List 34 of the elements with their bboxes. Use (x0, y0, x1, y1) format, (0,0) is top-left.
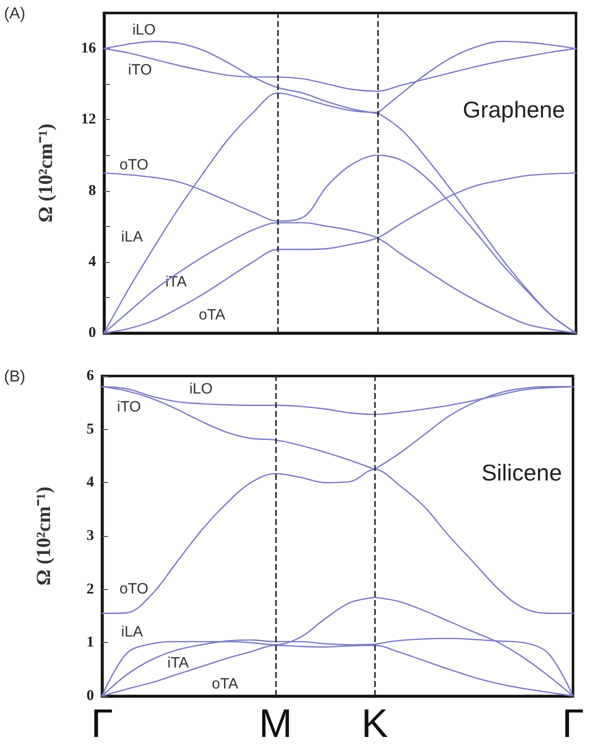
annotation: iTO (117, 398, 141, 416)
y-tick-label: 3 (86, 528, 94, 544)
annotation: iTO (128, 62, 152, 78)
annotation: oTA (198, 306, 226, 324)
annotation: oTO (120, 156, 148, 174)
y-axis-title: Ω (10²cm⁻¹) (35, 124, 57, 222)
y-tick-label: 8 (88, 182, 96, 199)
y-tick-label: 5 (86, 421, 94, 438)
y-tick-label: 16 (81, 40, 96, 57)
x-tick-label: K (361, 702, 388, 746)
y-tick-label: 1 (86, 634, 94, 651)
y-tick-label: 4 (86, 474, 94, 491)
y-axis-title: Ω (10²cm⁻¹) (33, 486, 55, 586)
annotation: iLO (189, 380, 213, 398)
annotation: iLA (121, 228, 143, 246)
text: (B) (4, 368, 26, 386)
annotation: iTA (167, 654, 189, 672)
y-tick-label: 6 (86, 368, 94, 384)
x-tick-label: Γ (562, 702, 584, 746)
y-tick-label: 2 (86, 581, 94, 598)
text: Silicene (481, 460, 562, 486)
x-tick-label: M (258, 702, 292, 746)
annotation: iLO (132, 22, 156, 38)
y-tick-label: 0 (86, 688, 94, 704)
text: Graphene (462, 96, 566, 122)
y-tick-label: 12 (81, 112, 96, 128)
text: (A) (4, 6, 26, 22)
annotation: oTA (212, 676, 238, 692)
annotation: oTO (120, 580, 148, 598)
annotation: iTA (165, 274, 187, 290)
annotation: iLA (121, 624, 143, 640)
y-tick-label: 4 (88, 254, 96, 270)
x-tick-label: Γ (90, 702, 114, 746)
y-tick-label: 0 (88, 325, 96, 341)
